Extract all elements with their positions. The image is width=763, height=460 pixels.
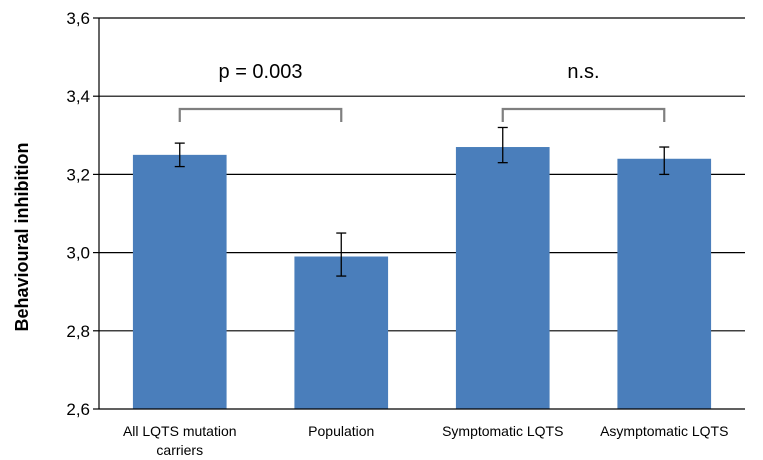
y-tick-label: 3,2 [66, 165, 90, 184]
category-labels: All LQTS mutation carriers Population Sympt… [123, 423, 728, 458]
y-tick-label: 2,6 [66, 400, 90, 419]
significance-label-0: p = 0.003 [219, 61, 303, 83]
y-tick-label: 3,4 [66, 87, 90, 106]
category-label-line: Population [308, 423, 374, 439]
y-tick-labels: 2,6 2,8 3,0 3,2 3,4 3,6 [66, 9, 90, 419]
significance-label-1: n.s. [567, 61, 599, 83]
axes [93, 17, 745, 410]
bar-0 [132, 154, 227, 409]
category-label-3: Asymptomatic LQTS [600, 423, 728, 439]
significance-bracket-1 [501, 107, 666, 122]
significance-annotations: p = 0.003 n.s. [178, 61, 666, 122]
y-tick-label: 3,0 [66, 244, 90, 263]
category-label-2: Symptomatic LQTS [442, 423, 563, 439]
category-label-1: Population [308, 423, 374, 439]
bar-1 [294, 256, 389, 409]
category-label-line: Asymptomatic LQTS [600, 423, 728, 439]
bars [132, 147, 712, 409]
bar-2 [455, 147, 550, 409]
category-label-line: Symptomatic LQTS [442, 423, 563, 439]
category-label-line: carriers [156, 442, 203, 458]
y-axis-label: Behavioural inhibition [12, 142, 32, 331]
category-label-line: All LQTS mutation [123, 423, 237, 439]
y-tick-label: 3,6 [66, 9, 90, 28]
bar-3 [617, 158, 712, 409]
significance-bracket-0 [178, 107, 343, 122]
y-tick-label: 2,8 [66, 322, 90, 341]
error-bars [174, 126, 670, 277]
category-label-0: All LQTS mutation carriers [123, 423, 237, 458]
